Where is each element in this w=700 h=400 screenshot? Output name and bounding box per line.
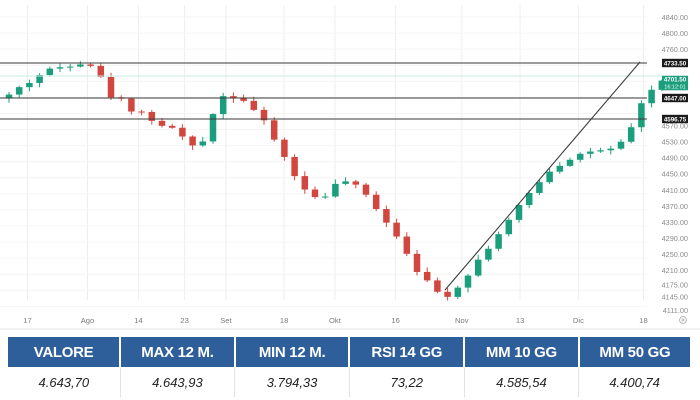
svg-text:Okt: Okt [329,316,342,325]
svg-text:18: 18 [280,316,288,325]
svg-text:4596.75: 4596.75 [664,116,687,123]
svg-text:4760.00: 4760.00 [662,45,688,54]
svg-text:17: 17 [23,316,31,325]
svg-text:4450.00: 4450.00 [662,170,688,179]
svg-text:4210.00: 4210.00 [662,266,688,275]
svg-text:4840.00: 4840.00 [662,13,688,22]
svg-text:4800.00: 4800.00 [662,29,688,38]
svg-text:4647.00: 4647.00 [664,95,687,102]
svg-text:4490.00: 4490.00 [662,154,688,163]
svg-text:4530.00: 4530.00 [662,138,688,147]
svg-text:18: 18 [639,316,647,325]
svg-text:Set: Set [220,316,232,325]
svg-text:4111.00: 4111.00 [663,306,688,315]
svg-text:4370.00: 4370.00 [662,202,688,211]
svg-text:16: 16 [391,316,399,325]
svg-text:13: 13 [516,316,524,325]
svg-text:23: 23 [180,316,188,325]
svg-text:4410.00: 4410.00 [662,186,688,195]
svg-text:Dic: Dic [573,316,584,325]
svg-text:16:12:01: 16:12:01 [664,85,685,91]
svg-text:4175.00: 4175.00 [662,280,688,289]
svg-text:4330.00: 4330.00 [662,218,688,227]
svg-text:Ago: Ago [81,316,95,325]
svg-text:4290.00: 4290.00 [662,234,688,243]
svg-text:4701.50: 4701.50 [664,76,687,83]
svg-text:Nov: Nov [455,316,469,325]
svg-text:4145.00: 4145.00 [662,292,688,301]
svg-text:4250.00: 4250.00 [662,250,688,259]
svg-text:14: 14 [134,316,142,325]
svg-text:4733.50: 4733.50 [664,60,687,67]
